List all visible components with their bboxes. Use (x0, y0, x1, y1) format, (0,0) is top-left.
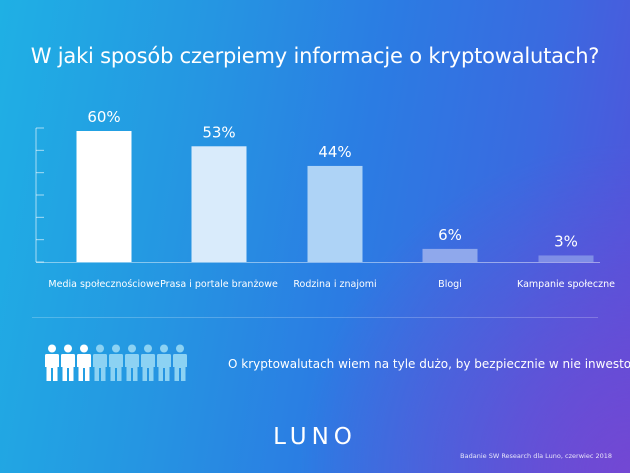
category-label-4: Blogi (438, 279, 462, 290)
survey-statement: O kryptowalutach wiem na tyle dużo, by b… (228, 357, 630, 371)
value-label-4: 6% (438, 226, 462, 244)
chart-title: W jaki sposób czerpiemy informacje o kry… (30, 44, 600, 68)
luno-logo: LUNO (273, 424, 357, 450)
bar-chart: 60% 53% 44% 6% 3% Media społecznościowe Prasa… (48, 108, 615, 290)
bar-2 (191, 146, 247, 262)
divider (32, 317, 598, 318)
value-label-1: 60% (87, 108, 120, 126)
value-label-2: 53% (202, 123, 235, 141)
category-label-1: Media społecznościowe (48, 279, 159, 290)
bar-1 (76, 131, 132, 262)
person-icon (109, 344, 123, 381)
bar-3 (307, 165, 363, 262)
person-icon (93, 344, 107, 381)
person-icon (77, 344, 91, 381)
person-icon (141, 344, 155, 381)
bar-4 (422, 248, 478, 262)
source-note: Badanie SW Research dla Luno, czerwiec 2… (460, 452, 612, 460)
category-label-2: Prasa i portale branżowe (160, 279, 278, 290)
person-icon (45, 344, 59, 381)
value-label-5: 3% (554, 232, 578, 250)
person-icon (173, 344, 187, 381)
person-icon (157, 344, 171, 381)
person-icon (125, 344, 139, 381)
category-label-3: Rodzina i znajomi (293, 279, 376, 290)
people-icons (45, 344, 187, 382)
person-icon (61, 344, 75, 381)
category-label-5: Kampanie społeczne (517, 279, 615, 290)
bar-5 (538, 255, 594, 262)
value-label-3: 44% (318, 143, 351, 161)
